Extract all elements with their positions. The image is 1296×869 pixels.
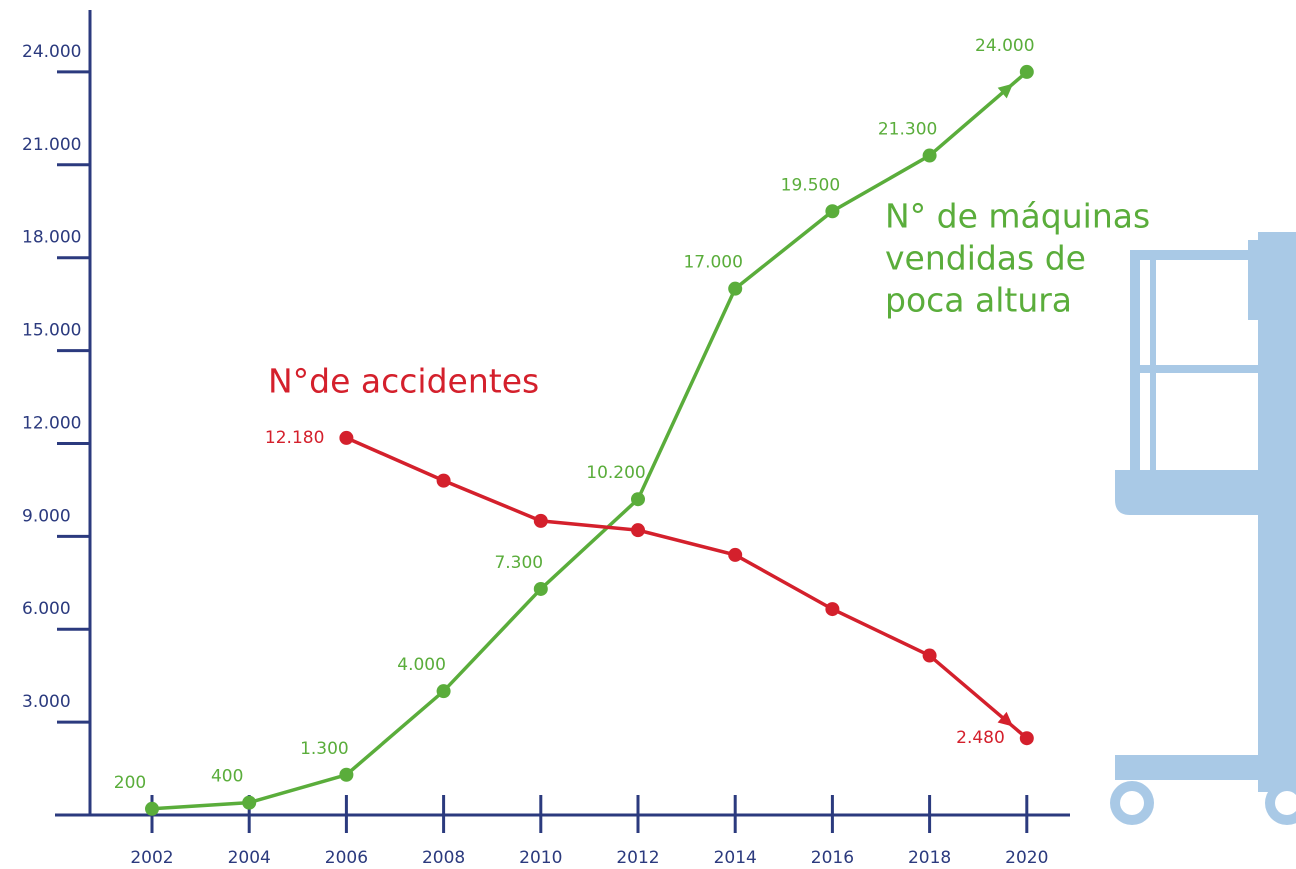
point [534, 514, 548, 528]
value-label: 24.000 [975, 36, 1034, 56]
point [534, 582, 548, 596]
point [437, 684, 451, 698]
point [339, 768, 353, 782]
y-tick-label: 24.000 [22, 42, 81, 62]
y-tick-label: 6.000 [22, 599, 71, 619]
x-tick-label: 2008 [422, 848, 465, 868]
x-tick-label: 2018 [908, 848, 951, 868]
x-tick-label: 2002 [130, 848, 173, 868]
value-label: 10.200 [586, 463, 645, 483]
x-tick-label: 2016 [811, 848, 854, 868]
value-label: 1.300 [300, 739, 349, 759]
point [437, 474, 451, 488]
y-tick-label: 3.000 [22, 692, 71, 712]
value-label: 12.180 [265, 428, 324, 448]
point [728, 282, 742, 296]
point [728, 548, 742, 562]
x-tick-label: 2010 [519, 848, 562, 868]
y-tick-label: 18.000 [22, 228, 81, 248]
point [242, 796, 256, 810]
series-annotation: N° de máquinas [885, 197, 1150, 236]
point [631, 523, 645, 537]
value-label: 200 [114, 773, 146, 793]
x-tick-label: 2020 [1005, 848, 1048, 868]
point [1020, 65, 1034, 79]
chart: 3.000 6.000 9.000 12.000 15.000 18.000 21.000 2… [0, 0, 1296, 869]
x-tick-label: 2014 [714, 848, 757, 868]
value-label: 19.500 [781, 175, 840, 195]
point [923, 649, 937, 663]
point [825, 204, 839, 218]
value-label: 2.480 [956, 728, 1005, 748]
series-annotation: N°de accidentes [268, 362, 539, 401]
value-label: 400 [211, 767, 243, 787]
series-annotation: poca altura [885, 281, 1072, 320]
value-label: 4.000 [397, 655, 446, 675]
y-tick-label: 21.000 [22, 135, 81, 155]
value-label: 17.000 [683, 253, 742, 273]
series-annotation: vendidas de [885, 239, 1086, 278]
point [1020, 731, 1034, 745]
point [145, 802, 159, 816]
y-tick-label: 15.000 [22, 321, 81, 341]
point [923, 149, 937, 163]
value-label: 7.300 [494, 553, 543, 573]
value-label: 21.300 [878, 120, 937, 140]
x-tick-label: 2006 [325, 848, 368, 868]
point [825, 602, 839, 616]
machine-illustration [1110, 232, 1296, 825]
point [631, 492, 645, 506]
y-tick-label: 9.000 [22, 506, 71, 526]
x-tick-label: 2004 [228, 848, 271, 868]
x-tick-label: 2012 [616, 848, 659, 868]
point [339, 431, 353, 445]
y-tick-label: 12.000 [22, 413, 81, 433]
